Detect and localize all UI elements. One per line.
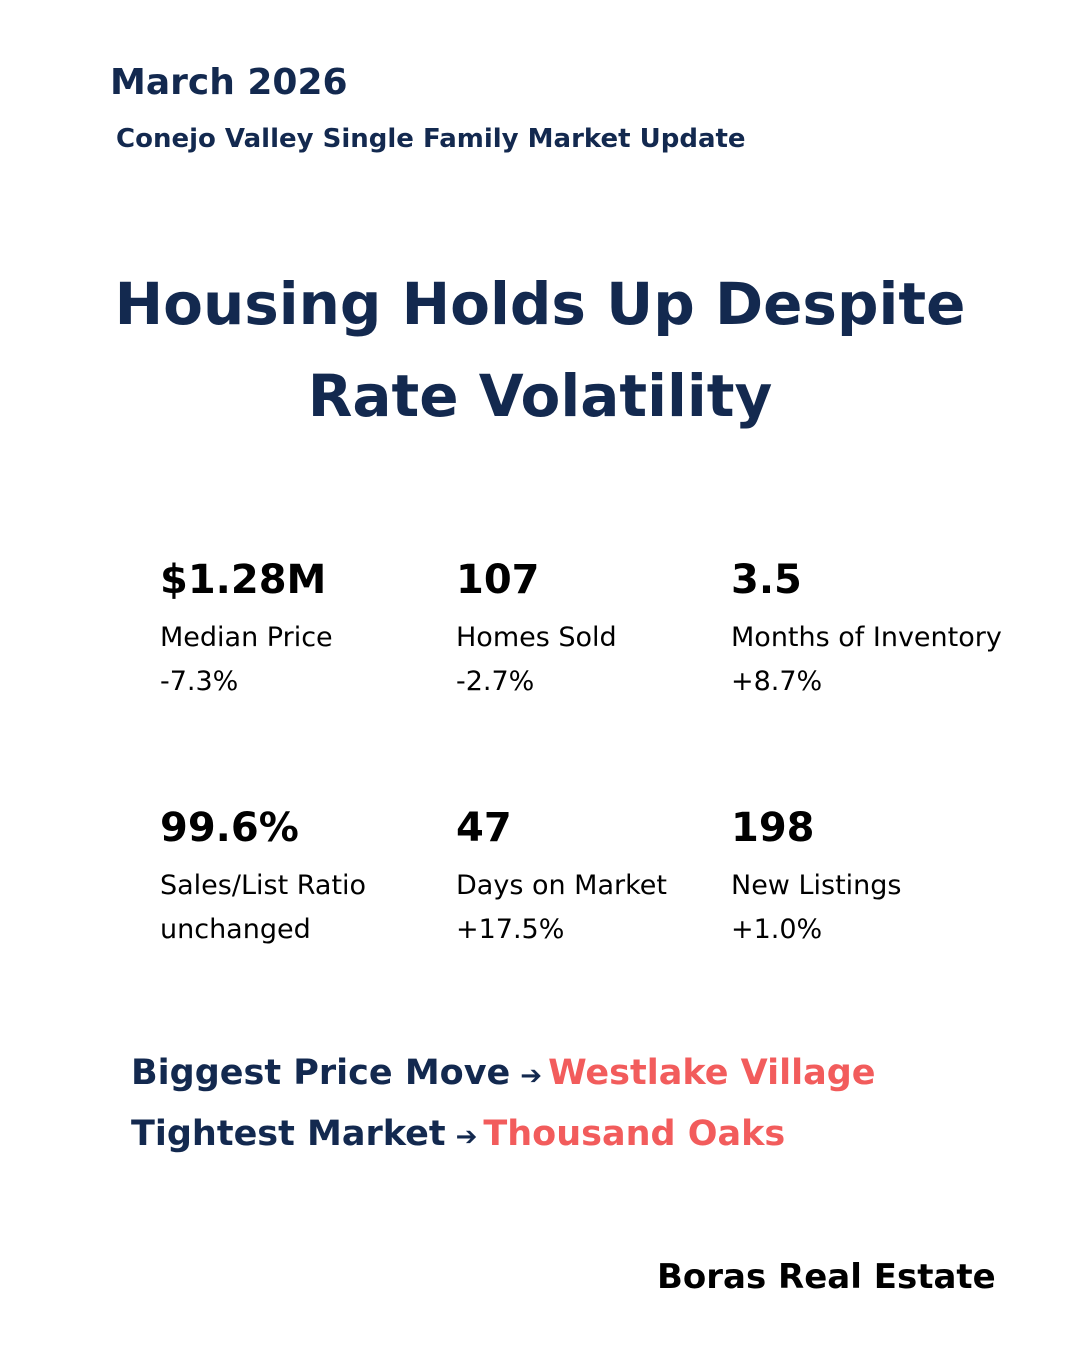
arrow-right-icon: ➔ <box>455 1122 478 1152</box>
headline-line-2: Rate Volatility <box>307 362 773 430</box>
stat-median-price: $1.28M Median Price -7.3% <box>160 558 333 704</box>
stat-days-on-market: 47 Days on Market +17.5% <box>456 806 667 952</box>
headline-line-1: Housing Holds Up Despite <box>114 270 966 338</box>
stat-label: Months of Inventory <box>731 622 1002 653</box>
highlight-place: Westlake Village <box>548 1053 876 1093</box>
stat-label: Median Price <box>160 622 333 653</box>
report-subtitle: Conejo Valley Single Family Market Updat… <box>116 124 746 154</box>
stat-label: New Listings <box>731 870 902 901</box>
stat-label: Sales/List Ratio <box>160 870 367 901</box>
stat-homes-sold: 107 Homes Sold -2.7% <box>456 558 617 704</box>
stat-value: 107 <box>456 557 540 603</box>
stat-sales-list-ratio: 99.6% Sales/List Ratio unchanged <box>160 806 366 952</box>
headline: Housing Holds Up Despite Rate Volatility <box>0 258 1080 442</box>
stat-value: 198 <box>731 805 815 851</box>
stat-change: -2.7% <box>456 666 535 697</box>
brand-name: Boras Real Estate <box>657 1257 996 1297</box>
stat-change: -7.3% <box>160 666 239 697</box>
stat-value: 99.6% <box>160 805 299 851</box>
highlight-place: Thousand Oaks <box>483 1114 786 1154</box>
report-date: March 2026 <box>110 62 348 103</box>
stat-change: +1.0% <box>731 914 823 945</box>
stat-label: Homes Sold <box>456 622 617 653</box>
stat-change: +8.7% <box>731 666 823 697</box>
stat-value: $1.28M <box>160 557 327 603</box>
highlight-label: Tightest Market <box>131 1114 446 1154</box>
tightest-market: Tightest Market ➔ Thousand Oaks <box>131 1114 785 1154</box>
stat-change: unchanged <box>160 914 311 945</box>
highlight-label: Biggest Price Move <box>131 1053 511 1093</box>
stat-value: 3.5 <box>731 557 802 603</box>
stat-new-listings: 198 New Listings +1.0% <box>731 806 902 952</box>
stat-months-inventory: 3.5 Months of Inventory +8.7% <box>731 558 1002 704</box>
biggest-price-move: Biggest Price Move ➔ Westlake Village <box>131 1053 876 1093</box>
stat-value: 47 <box>456 805 512 851</box>
stat-label: Days on Market <box>456 870 667 901</box>
arrow-right-icon: ➔ <box>520 1061 543 1091</box>
stat-change: +17.5% <box>456 914 565 945</box>
